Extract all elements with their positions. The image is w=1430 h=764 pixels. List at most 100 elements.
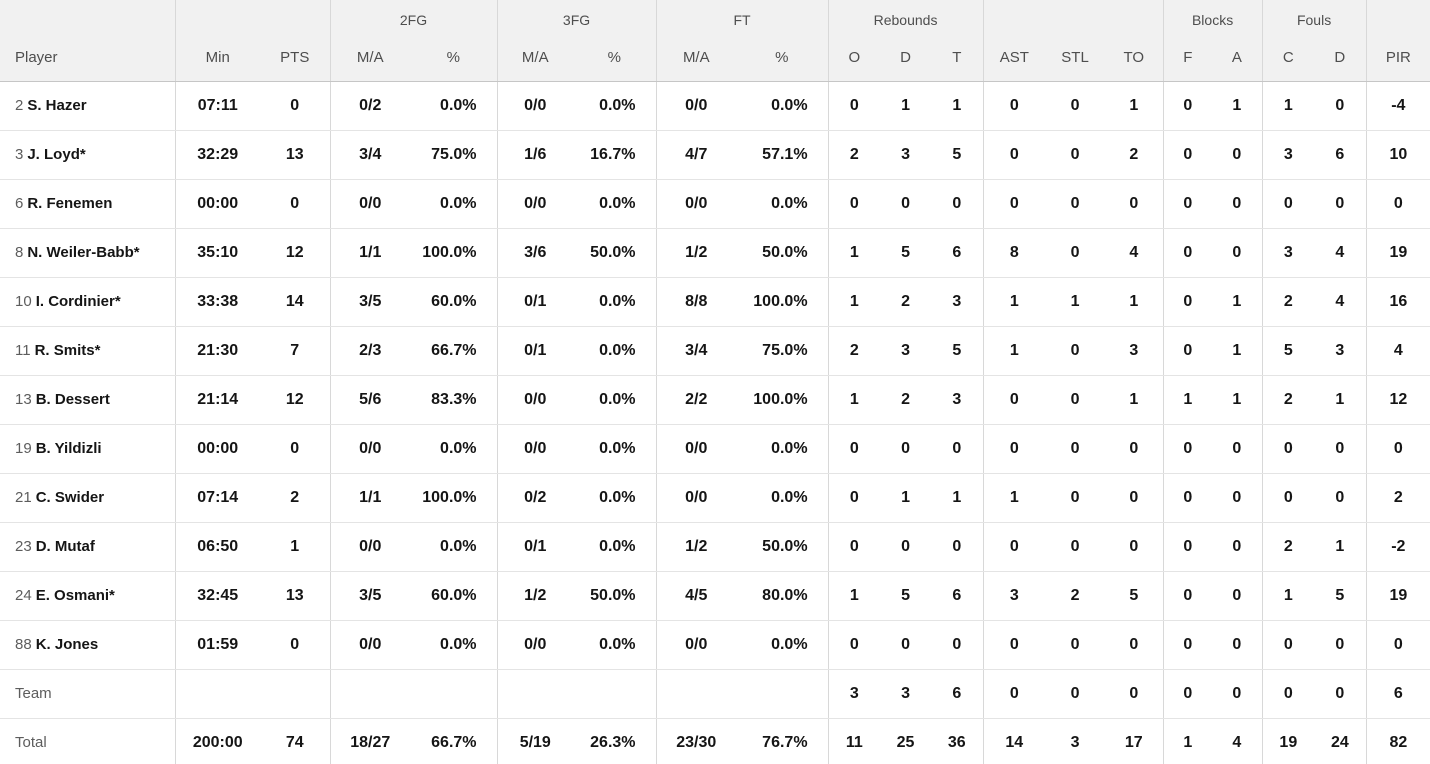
fouls-drawn-cell: 4 [1314, 228, 1367, 278]
player-name[interactable]: J. Loyd* [27, 146, 86, 163]
2fg-percent-cell: 0.0% [410, 620, 498, 670]
col-assists: AST [982, 34, 1046, 82]
player-cell: 24 E. Osmani* [0, 571, 175, 621]
2fg-made-attempted-cell [329, 669, 410, 719]
player-number: 8 [15, 244, 24, 261]
blocks-against-cell: 0 [1212, 473, 1263, 523]
rebounds-offensive-cell: 0 [827, 473, 881, 523]
pts-cell: 0 [260, 620, 330, 670]
min-cell: 35:10 [174, 228, 260, 278]
blocks-for-cell: 0 [1162, 277, 1213, 327]
player-row: 13 B. Dessert 21:14 12 5/6 83.3% 0/0 0.0% 2/2 100… [0, 375, 1430, 425]
steals-cell: 0 [1045, 424, 1106, 474]
player-name[interactable]: C. Swider [35, 489, 105, 506]
3fg-made-attempted-cell: 0/1 [496, 277, 574, 327]
fouls-drawn-cell: 0 [1314, 473, 1367, 523]
3fg-percent-cell: 0.0% [573, 473, 657, 523]
ft-made-attempted-cell: 4/5 [655, 571, 737, 621]
blocks-for-cell: 0 [1162, 424, 1213, 474]
2fg-made-attempted-cell: 3/4 [329, 130, 410, 180]
turnovers-cell: 4 [1105, 228, 1164, 278]
ft-made-attempted-cell: 0/0 [655, 424, 737, 474]
ft-percent-cell: 0.0% [736, 473, 829, 523]
player-name[interactable]: D. Mutaf [35, 538, 95, 555]
steals-cell: 1 [1045, 277, 1106, 327]
player-name[interactable]: R. Fenemen [27, 195, 113, 212]
ft-made-attempted-cell: 3/4 [655, 326, 737, 376]
col-rebounds-offensive: O [827, 34, 881, 82]
2fg-percent-cell: 60.0% [410, 571, 498, 621]
2fg-made-attempted-cell: 0/0 [329, 522, 410, 572]
pir-cell: 10 [1365, 130, 1430, 180]
rebounds-offensive-cell: 0 [827, 81, 881, 131]
player-cell: 13 B. Dessert [0, 375, 175, 425]
2fg-made-attempted-cell: 18/27 [329, 718, 410, 764]
group-ft-label: FT [655, 0, 829, 34]
summary-row: Total 200:00 74 18/27 66.7% 5/19 26.3% 23/30 76.… [0, 718, 1430, 764]
rebounds-defensive-cell: 3 [880, 130, 932, 180]
rebounds-defensive-cell: 0 [880, 179, 932, 229]
rebounds-defensive-cell: 1 [880, 473, 932, 523]
blocks-against-cell: 1 [1212, 277, 1263, 327]
ft-made-attempted-cell [655, 669, 737, 719]
player-row: 21 C. Swider 07:14 2 1/1 100.0% 0/2 0.0% 0/0 0.0%… [0, 473, 1430, 523]
ft-percent-cell: 100.0% [736, 375, 829, 425]
turnovers-cell: 1 [1105, 277, 1164, 327]
player-name[interactable]: N. Weiler-Babb* [27, 244, 140, 261]
assists-cell: 0 [982, 375, 1046, 425]
blocks-for-cell: 0 [1162, 473, 1213, 523]
player-row: 3 J. Loyd* 32:29 13 3/4 75.0% 1/6 16.7% 4/7 57.1%… [0, 130, 1430, 180]
fouls-committed-cell: 5 [1261, 326, 1315, 376]
blocks-for-cell: 0 [1162, 620, 1213, 670]
player-name[interactable]: K. Jones [35, 636, 99, 653]
player-name[interactable]: E. Osmani* [35, 587, 115, 604]
pts-cell: 7 [260, 326, 330, 376]
fouls-drawn-cell: 0 [1314, 81, 1367, 131]
blocks-for-cell: 0 [1162, 130, 1213, 180]
2fg-percent-cell: 0.0% [410, 81, 498, 131]
steals-cell: 0 [1045, 620, 1106, 670]
turnovers-cell: 2 [1105, 130, 1164, 180]
player-number: 11 [15, 342, 31, 359]
pir-cell: -2 [1365, 522, 1430, 572]
2fg-made-attempted-cell: 3/5 [329, 571, 410, 621]
player-cell: 19 B. Yildizli [0, 424, 175, 474]
col-pir: PIR [1365, 34, 1430, 82]
3fg-percent-cell: 0.0% [573, 326, 657, 376]
2fg-percent-cell: 60.0% [410, 277, 498, 327]
pir-cell: 0 [1365, 179, 1430, 229]
turnovers-cell: 0 [1105, 669, 1164, 719]
player-name[interactable]: B. Dessert [35, 391, 110, 408]
2fg-made-attempted-cell: 2/3 [329, 326, 410, 376]
col-steals: STL [1045, 34, 1106, 82]
player-name[interactable]: R. Smits* [34, 342, 101, 359]
fouls-drawn-cell: 1 [1314, 375, 1367, 425]
2fg-percent-cell [410, 669, 498, 719]
2fg-made-attempted-cell: 0/0 [329, 620, 410, 670]
rebounds-offensive-cell: 11 [827, 718, 881, 764]
player-name[interactable]: I. Cordinier* [35, 293, 121, 310]
blocks-against-cell: 0 [1212, 424, 1263, 474]
steals-cell: 0 [1045, 522, 1106, 572]
player-name[interactable]: B. Yildizli [35, 440, 102, 457]
pts-cell: 0 [260, 81, 330, 131]
3fg-made-attempted-cell: 0/0 [496, 81, 574, 131]
group-blocks-label: Blocks [1162, 0, 1263, 34]
2fg-percent-cell: 83.3% [410, 375, 498, 425]
rebounds-defensive-cell: 2 [880, 375, 932, 425]
3fg-made-attempted-cell: 3/6 [496, 228, 574, 278]
col-turnovers: TO [1105, 34, 1164, 82]
player-name[interactable]: S. Hazer [27, 97, 87, 114]
rebounds-defensive-cell: 1 [880, 81, 932, 131]
col-2fg-pct: % [410, 34, 498, 82]
player-row: 19 B. Yildizli 00:00 0 0/0 0.0% 0/0 0.0% 0/0 0.0%… [0, 424, 1430, 474]
summary-row: Team 3 3 6 0 0 0 0 0 0 0 6 [0, 669, 1430, 719]
min-cell: 32:29 [174, 130, 260, 180]
ft-made-attempted-cell: 0/0 [655, 473, 737, 523]
rebounds-total-cell: 0 [931, 522, 984, 572]
col-2fg-ma: M/A [329, 34, 410, 82]
fouls-drawn-cell: 0 [1314, 669, 1367, 719]
player-cell: 23 D. Mutaf [0, 522, 175, 572]
2fg-made-attempted-cell: 0/0 [329, 179, 410, 229]
ft-made-attempted-cell: 23/30 [655, 718, 737, 764]
